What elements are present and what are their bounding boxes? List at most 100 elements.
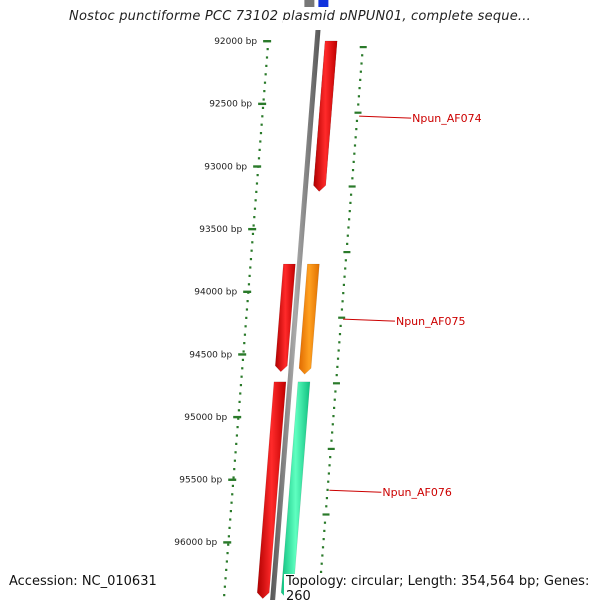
gc-dot-left xyxy=(240,375,243,378)
gc-dot-right xyxy=(327,480,330,483)
gc-dot-left xyxy=(262,98,265,101)
gc-dot-left xyxy=(257,157,261,160)
gc-dot-right xyxy=(331,431,334,434)
ruler-tick-label: 93500 bp xyxy=(199,225,242,235)
gc-dot-right xyxy=(347,226,350,229)
ruler-tick-label: 92500 bp xyxy=(209,100,252,110)
gc-dot-left xyxy=(264,73,267,76)
gc-dot-left xyxy=(231,493,234,496)
map-title: Nostoc punctiforme PCC 73102 plasmid pNP… xyxy=(69,9,531,24)
gc-dot-right xyxy=(323,529,326,532)
gc-dot-right xyxy=(338,316,346,319)
gc-dot-right xyxy=(341,300,344,303)
gc-dot-left xyxy=(235,434,239,437)
gc-dot-left xyxy=(265,56,269,59)
gc-dot-left xyxy=(225,568,228,571)
gc-dot-right xyxy=(323,521,327,524)
gc-dot-right xyxy=(332,415,335,418)
gc-dot-left xyxy=(232,476,235,479)
gc-dot-left xyxy=(249,258,253,261)
gc-dot-right xyxy=(352,160,355,163)
gc-dot-left xyxy=(223,594,226,597)
gc-dot-left xyxy=(248,274,251,277)
gc-dot-left xyxy=(259,140,262,143)
gc-dot-right xyxy=(359,46,367,49)
gc-dot-right xyxy=(343,275,346,278)
gc-dot-right xyxy=(331,423,334,426)
gc-dot-right xyxy=(336,357,340,360)
gc-dot-left xyxy=(255,190,258,193)
gc-dot-left xyxy=(250,249,253,252)
ruler-tick-mark xyxy=(263,40,272,43)
ruler-tick-label: 95500 bp xyxy=(179,476,222,486)
ruler-tick-label: 94000 bp xyxy=(194,288,237,298)
backbone-layer xyxy=(236,0,359,600)
gc-dot-left xyxy=(252,224,255,227)
gc-dot-right xyxy=(344,259,347,262)
gc-dot-right xyxy=(355,119,359,122)
gc-dot-right xyxy=(337,349,340,352)
genes-layer xyxy=(256,40,338,599)
ruler-tick-label: 96000 bp xyxy=(174,538,217,548)
gene-arrow xyxy=(275,263,296,373)
gc-dot-left xyxy=(251,241,254,244)
gene-arrow xyxy=(256,381,287,599)
ruler-tick-mark xyxy=(248,227,257,231)
gc-dot-right xyxy=(328,464,331,467)
gc-dot-right xyxy=(349,193,353,196)
gc-dot-right xyxy=(334,390,337,393)
gc-dot-left xyxy=(259,132,263,135)
gc-dot-right xyxy=(358,87,361,90)
gc-dot-left xyxy=(225,560,228,563)
gc-dot-right xyxy=(333,398,336,401)
backbone-line xyxy=(270,30,321,600)
gene-label-leader xyxy=(329,489,382,493)
gc-dot-right xyxy=(321,554,324,557)
ruler-tick-mark xyxy=(253,165,262,168)
gc-dot-left xyxy=(245,308,249,311)
gc-dot-right xyxy=(357,103,360,106)
gc-dot-right xyxy=(360,62,363,65)
accession-text: Accession: NC_010631 xyxy=(7,574,159,589)
gc-dot-left xyxy=(256,174,259,177)
topology-text: Topology: circular; Length: 354,564 bp; … xyxy=(284,574,600,604)
gene-label: Npun_AF074 xyxy=(412,112,482,125)
gc-dot-right xyxy=(361,54,364,57)
gene-arrow xyxy=(313,40,338,192)
ruler-tick-mark xyxy=(233,415,242,419)
gc-dot-left xyxy=(261,115,264,118)
top-feature-blue xyxy=(318,0,329,7)
gc-dot-right xyxy=(329,456,332,459)
gc-dot-right xyxy=(330,439,333,442)
gc-dot-right xyxy=(353,144,357,147)
gene-label-leader xyxy=(342,318,396,322)
gc-dot-right xyxy=(335,374,338,377)
gc-dot-right xyxy=(351,177,354,180)
gc-dot-left xyxy=(238,400,241,403)
gc-dot-right xyxy=(354,136,357,139)
gc-dot-right xyxy=(327,447,335,450)
gc-dot-right xyxy=(348,218,351,221)
gc-dot-right xyxy=(346,234,349,237)
gc-dot-left xyxy=(237,409,241,412)
top-feature-grey xyxy=(304,0,315,7)
gc-dot-left xyxy=(260,123,263,126)
gene-label-leader xyxy=(359,115,412,119)
gc-dot-right xyxy=(338,333,342,336)
gene-label: Npun_AF076 xyxy=(382,486,452,499)
gc-content-layer xyxy=(223,46,367,598)
gc-dot-left xyxy=(247,283,251,286)
gc-dot-left xyxy=(223,585,226,588)
gc-dot-left xyxy=(245,316,248,319)
gc-dot-left xyxy=(251,232,255,235)
gc-dot-left xyxy=(261,106,265,109)
gc-dot-left xyxy=(235,442,238,445)
gc-dot-right xyxy=(336,365,339,368)
gc-dot-left xyxy=(239,384,243,387)
gc-dot-right xyxy=(320,562,323,565)
gc-dot-right xyxy=(325,497,329,500)
gc-dot-left xyxy=(228,526,231,529)
ruler-tick-label: 92000 bp xyxy=(214,37,257,47)
gc-dot-left xyxy=(253,207,257,210)
